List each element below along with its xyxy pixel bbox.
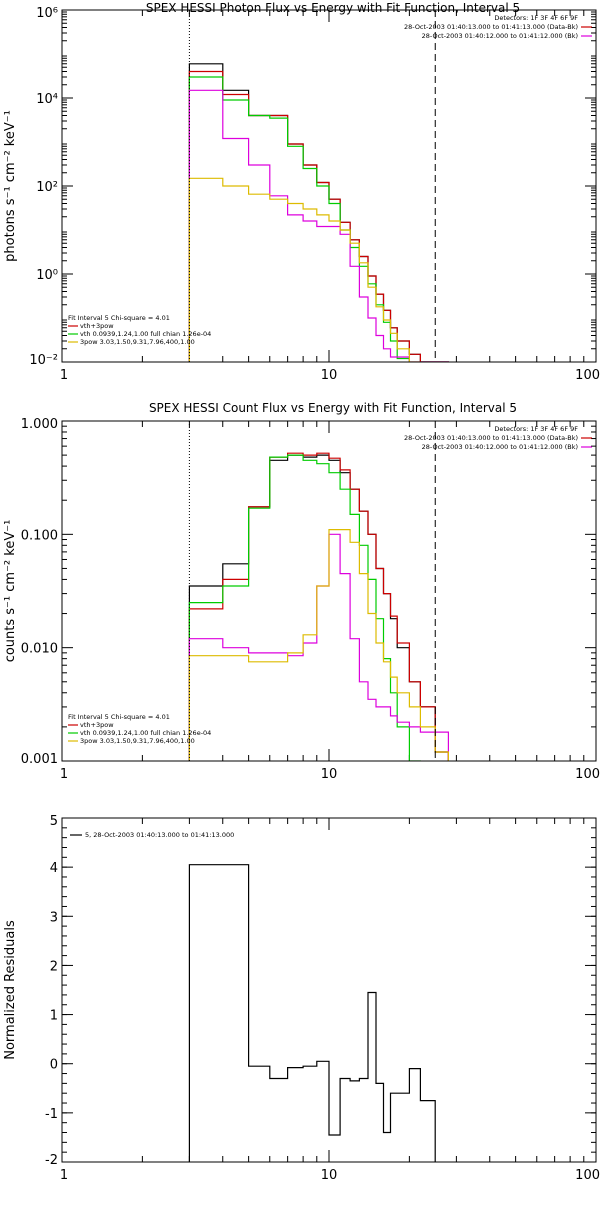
y-tick-label: -2 — [45, 1153, 58, 1168]
series-line-4 — [188, 533, 449, 761]
series-line-1 — [188, 454, 449, 761]
x-axis-ticks: 1 10 100 — [60, 818, 600, 1183]
series-line-5 — [188, 529, 449, 761]
y-tick-label: 10⁴ — [36, 92, 58, 107]
y-tick-label: 3 — [50, 910, 58, 925]
residual-legend-label: 5, 28-Oct-2003 01:40:13.000 to 01:41:13.… — [85, 831, 234, 839]
x-tick-label: 1 — [60, 767, 68, 782]
chart-title: SPEX HESSI Count Flux vs Energy with Fit… — [149, 401, 517, 415]
y-tick-label: 0.010 — [21, 642, 58, 657]
x-axis-ticks: 1 10 100 — [60, 421, 600, 782]
series-line-1 — [188, 864, 436, 1162]
x-tick-label: 1 — [60, 1168, 68, 1183]
y-axis-ticks: -2 -1 0 1 2 3 4 5 — [45, 814, 596, 1168]
fit-summary: Fit Interval 5 Chi-square = 4.01 — [68, 713, 170, 721]
info-line: Detectors: 1F 3F 4F 6F 9F — [494, 14, 578, 22]
fit-legend: Fit Interval 5 Chi-square = 4.01vth+3pow… — [68, 314, 211, 346]
plot-frame — [61, 817, 597, 1163]
y-axis-label: photons s⁻¹ cm⁻² keV⁻¹ — [3, 110, 18, 262]
series-line-2 — [188, 70, 449, 362]
series-group — [188, 452, 449, 761]
fit-legend-label: 3pow 3.03,1.50,9.31,7.96,400,1.00 — [80, 338, 195, 346]
plot-frame — [61, 9, 597, 363]
series-line-5 — [188, 177, 421, 362]
chart-panel-2: SPEX HESSI Count Flux vs Energy with Fit… — [3, 401, 600, 782]
chart-panel-3: Normalized Residuals 1 10 100 -2 -1 0 1 2 3 4 5 5, 2… — [3, 814, 600, 1183]
x-axis-ticks: 1 10 100 — [60, 10, 600, 383]
y-tick-label: 10⁶ — [36, 6, 58, 21]
series-line-2 — [188, 452, 449, 761]
series-line-3 — [188, 454, 421, 761]
chart-panel-1: SPEX HESSI Photon Flux vs Energy with Fi… — [3, 1, 600, 383]
series-group — [188, 63, 449, 362]
x-tick-label: 10 — [321, 368, 338, 383]
fit-legend-label: 3pow 3.03,1.50,9.31,7.96,400,1.00 — [80, 737, 195, 745]
y-tick-label: 0 — [50, 1058, 58, 1073]
plot-frame — [61, 420, 597, 762]
info-line: 28-Oct-2003 01:40:12.000 to 01:41:12.000… — [422, 32, 578, 40]
series-group — [188, 864, 436, 1162]
y-tick-label: 10² — [36, 180, 58, 195]
y-tick-label: -1 — [45, 1107, 58, 1122]
y-tick-label: 10⁻² — [29, 353, 58, 368]
chart-title: SPEX HESSI Photon Flux vs Energy with Fi… — [146, 1, 520, 15]
info-line: 28-Oct-2003 01:40:13.000 to 01:41:13.000… — [404, 23, 578, 31]
x-tick-label: 100 — [575, 767, 600, 782]
info-line: 28-Oct-2003 01:40:13.000 to 01:41:13.000… — [404, 434, 578, 442]
fit-summary: Fit Interval 5 Chi-square = 4.01 — [68, 314, 170, 322]
y-axis-label: Normalized Residuals — [3, 920, 18, 1060]
info-line: 28-Oct-2003 01:40:12.000 to 01:41:12.000… — [422, 443, 578, 451]
y-tick-label: 2 — [50, 959, 58, 974]
fit-legend-label: vth 0.0939,1.24,1.00 full chian 1.26e-04 — [80, 330, 211, 338]
fit-legend-label: vth+3pow — [80, 721, 114, 729]
x-tick-label: 100 — [575, 1168, 600, 1183]
y-tick-label: 5 — [50, 814, 58, 829]
series-line-4 — [188, 89, 449, 362]
y-axis-label: counts s⁻¹ cm⁻² keV⁻¹ — [3, 520, 18, 663]
info-line: Detectors: 1F 3F 4F 6F 9F — [494, 425, 578, 433]
y-axis-ticks: 10⁻² 10⁰ 10² 10⁴ 10⁶ — [29, 6, 596, 368]
y-axis-ticks: 0.001 0.010 0.100 1.000 — [21, 417, 596, 767]
x-tick-label: 10 — [321, 1168, 338, 1183]
series-line-1 — [188, 63, 449, 362]
x-tick-label: 1 — [60, 368, 68, 383]
fit-legend-label: vth 0.0939,1.24,1.00 full chian 1.26e-04 — [80, 729, 211, 737]
x-tick-label: 100 — [575, 368, 600, 383]
fit-legend: Fit Interval 5 Chi-square = 4.01vth+3pow… — [68, 713, 211, 745]
y-tick-label: 0.001 — [21, 752, 58, 767]
y-tick-label: 1.000 — [21, 417, 58, 432]
y-tick-label: 1 — [50, 1009, 58, 1024]
y-tick-label: 0.100 — [21, 528, 58, 543]
y-tick-label: 10⁰ — [36, 268, 58, 283]
x-tick-label: 10 — [321, 767, 338, 782]
fit-legend-label: vth+3pow — [80, 322, 114, 330]
y-tick-label: 4 — [50, 861, 58, 876]
